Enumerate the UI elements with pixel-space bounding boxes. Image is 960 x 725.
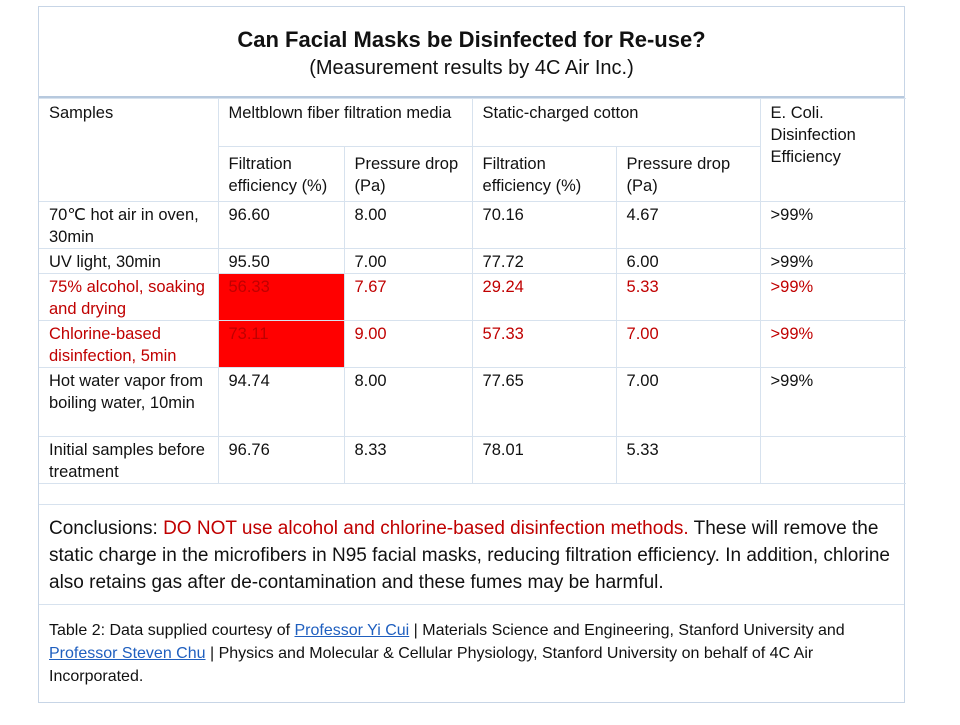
cell-mb-filtration: 95.50 xyxy=(217,248,345,274)
cell-sc-filtration: 57.33 xyxy=(471,320,617,368)
cell-sample: 75% alcohol, soaking and drying xyxy=(39,273,219,321)
table-footnote: Table 2: Data supplied courtesy of Profe… xyxy=(39,604,904,702)
professor-yi-cui-link[interactable]: Professor Yi Cui xyxy=(294,622,410,639)
cell-mb-pressure: 8.33 xyxy=(343,436,473,484)
header-row-2: Filtration efficiency (%) Pressure drop … xyxy=(39,146,906,202)
page-subtitle: (Measurement results by 4C Air Inc.) xyxy=(309,57,634,79)
footnote-text-3: | Physics and Molecular & Cellular Physi… xyxy=(49,645,814,685)
cell-sc-pressure: 7.00 xyxy=(615,320,761,368)
results-table: Samples Meltblown fiber filtration media… xyxy=(39,98,907,484)
table-row: Initial samples before treatment 96.76 8… xyxy=(39,436,907,484)
table-row: UV light, 30min 95.50 7.00 77.72 6.00 >9… xyxy=(39,248,907,274)
cell-ecoli: >99% xyxy=(759,248,907,274)
cell-ecoli: >99% xyxy=(759,367,907,437)
cell-sc-filtration: 29.24 xyxy=(471,273,617,321)
cell-mb-filtration: 73.11 xyxy=(217,320,345,368)
cell-mb-filtration: 94.74 xyxy=(217,367,345,437)
header-mb-pressure: Pressure drop (Pa) xyxy=(343,146,473,202)
cell-ecoli: >99% xyxy=(759,320,907,368)
cell-sc-pressure: 7.00 xyxy=(615,367,761,437)
conclusion-lead: Conclusions: xyxy=(49,518,164,539)
professor-steven-chu-link[interactable]: Professor Steven Chu xyxy=(49,645,206,662)
cell-mb-pressure: 7.00 xyxy=(343,248,473,274)
header-mb-filtration: Filtration efficiency (%) xyxy=(217,146,345,202)
cell-sc-pressure: 6.00 xyxy=(615,248,761,274)
page-title: Can Facial Masks be Disinfected for Re-u… xyxy=(237,27,706,52)
title-block: Can Facial Masks be Disinfected for Re-u… xyxy=(39,7,904,98)
table-row: 70℃ hot air in oven, 30min 96.60 8.00 70… xyxy=(39,201,907,249)
conclusion-warning: DO NOT use alcohol and chlorine-based di… xyxy=(163,518,689,539)
header-meltblown: Meltblown fiber filtration media xyxy=(217,98,473,147)
cell-mb-filtration: 96.76 xyxy=(217,436,345,484)
cell-ecoli xyxy=(759,436,907,484)
cell-ecoli: >99% xyxy=(759,201,907,249)
cell-sample: Initial samples before treatment xyxy=(39,436,219,484)
cell-mb-pressure: 8.00 xyxy=(343,201,473,249)
cell-sc-filtration: 70.16 xyxy=(471,201,617,249)
title-divider xyxy=(39,96,904,98)
table-row: Chlorine-based disinfection, 5min 73.11 … xyxy=(39,320,907,368)
cell-sample: UV light, 30min xyxy=(39,248,219,274)
table-row: Hot water vapor from boiling water, 10mi… xyxy=(39,367,907,437)
cell-sc-filtration: 77.72 xyxy=(471,248,617,274)
footnote-text-2: | Materials Science and Engineering, Sta… xyxy=(409,622,845,639)
document-frame: Can Facial Masks be Disinfected for Re-u… xyxy=(38,6,907,703)
cell-sample: Hot water vapor from boiling water, 10mi… xyxy=(39,367,219,437)
conclusion-paragraph: Conclusions: DO NOT use alcohol and chlo… xyxy=(39,504,904,604)
cell-sc-pressure: 4.67 xyxy=(615,201,761,249)
table-row: 75% alcohol, soaking and drying 56.33 7.… xyxy=(39,273,907,321)
cell-sc-filtration: 78.01 xyxy=(471,436,617,484)
header-row-1: Samples Meltblown fiber filtration media… xyxy=(39,98,907,202)
header-sc-pressure: Pressure drop (Pa) xyxy=(615,146,761,202)
header-ecoli: E. Coli. Disinfection Efficiency xyxy=(759,98,907,202)
cell-mb-filtration: 56.33 xyxy=(217,273,345,321)
cell-sample: Chlorine-based disinfection, 5min xyxy=(39,320,219,368)
footnote-text-1: Table 2: Data supplied courtesy of xyxy=(49,622,295,639)
header-sc-filtration: Filtration efficiency (%) xyxy=(471,146,617,202)
cell-mb-pressure: 8.00 xyxy=(343,367,473,437)
cell-sc-pressure: 5.33 xyxy=(615,436,761,484)
cell-sample: 70℃ hot air in oven, 30min xyxy=(39,201,219,249)
cell-mb-pressure: 9.00 xyxy=(343,320,473,368)
cell-ecoli: >99% xyxy=(759,273,907,321)
header-samples: Samples xyxy=(39,98,219,202)
conclusion-body: These will remove the static charge in t… xyxy=(49,518,890,593)
cell-mb-pressure: 7.67 xyxy=(343,273,473,321)
cell-sc-pressure: 5.33 xyxy=(615,273,761,321)
header-static-cotton: Static-charged cotton xyxy=(471,98,761,147)
cell-mb-filtration: 96.60 xyxy=(217,201,345,249)
cell-sc-filtration: 77.65 xyxy=(471,367,617,437)
